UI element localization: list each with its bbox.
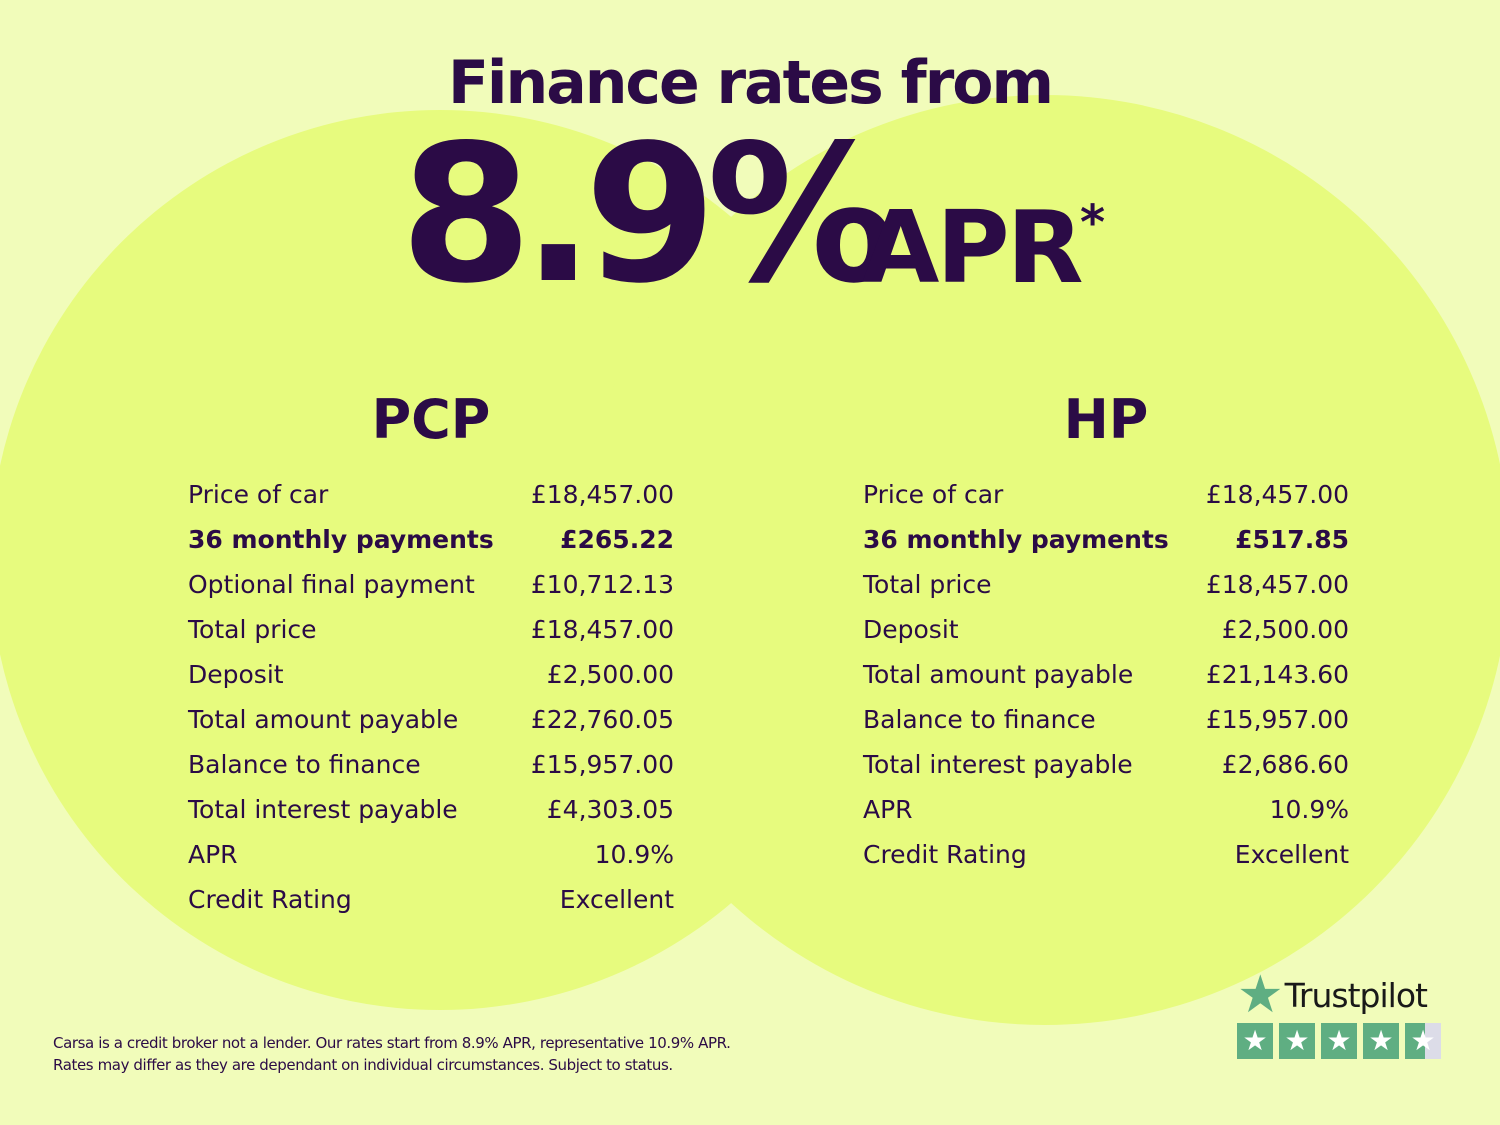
table-row: Total price £18,457.00 xyxy=(863,562,1349,607)
hp-heading: HP xyxy=(1063,388,1149,451)
row-label: Price of car xyxy=(188,480,329,509)
row-label: Credit Rating xyxy=(188,885,352,914)
table-row: Balance to finance £15,957.00 xyxy=(863,697,1349,742)
headline-title: Finance rates from xyxy=(447,48,1054,118)
table-row: Deposit £2,500.00 xyxy=(863,607,1349,652)
background-circle-right xyxy=(580,95,1500,1025)
row-value: £18,457.00 xyxy=(530,615,674,644)
trustpilot-badge: ★ Trustpilot ★ ★ ★ ★ ★ xyxy=(1237,965,1441,1059)
row-value: 10.9% xyxy=(1269,795,1349,824)
row-label: 36 monthly payments xyxy=(188,525,494,554)
row-label: Deposit xyxy=(863,615,959,644)
table-row: APR 10.9% xyxy=(863,787,1349,832)
star-icon: ★ xyxy=(1321,1023,1357,1059)
row-value: £517.85 xyxy=(1235,525,1349,554)
table-row: Credit Rating Excellent xyxy=(188,877,674,922)
star-icon: ★ xyxy=(1237,965,1284,1025)
row-label: Balance to finance xyxy=(863,705,1096,734)
headline-apr: APR xyxy=(862,189,1084,306)
row-value: 10.9% xyxy=(594,840,674,869)
trustpilot-rating: ★ ★ ★ ★ ★ xyxy=(1237,1023,1441,1059)
table-row: Total interest payable £4,303.05 xyxy=(188,787,674,832)
row-value: Excellent xyxy=(559,885,674,914)
table-row: Price of car £18,457.00 xyxy=(863,472,1349,517)
hp-table: HP Price of car £18,457.00 36 monthly paym… xyxy=(863,390,1349,877)
row-label: Total amount payable xyxy=(863,660,1134,689)
table-row: APR 10.9% xyxy=(188,832,674,877)
row-label: Total price xyxy=(863,570,992,599)
row-value: £265.22 xyxy=(560,525,674,554)
table-row: Balance to finance £15,957.00 xyxy=(188,742,674,787)
row-label: APR xyxy=(188,840,238,869)
table-row: Deposit £2,500.00 xyxy=(188,652,674,697)
row-label: Total price xyxy=(188,615,317,644)
star-icon: ★ xyxy=(1279,1023,1315,1059)
star-icon: ★ xyxy=(1237,1023,1273,1059)
row-label: Credit Rating xyxy=(863,840,1027,869)
table-row: Total amount payable £21,143.60 xyxy=(863,652,1349,697)
row-value: £2,500.00 xyxy=(1221,615,1349,644)
table-row: Total amount payable £22,760.05 xyxy=(188,697,674,742)
pcp-heading: PCP xyxy=(371,388,491,451)
table-row: 36 monthly payments £517.85 xyxy=(863,517,1349,562)
table-row: 36 monthly payments £265.22 xyxy=(188,517,674,562)
row-label: 36 monthly payments xyxy=(863,525,1169,554)
row-label: Total interest payable xyxy=(188,795,458,824)
row-value: £18,457.00 xyxy=(530,480,674,509)
row-value: £10,712.13 xyxy=(530,570,674,599)
row-label: Balance to finance xyxy=(188,750,421,779)
trustpilot-logo-text: Trustpilot xyxy=(1284,975,1428,1015)
row-value: £4,303.05 xyxy=(546,795,674,824)
row-label: APR xyxy=(863,795,913,824)
headline-rate: 8.9% xyxy=(400,104,897,325)
headline-asterisk: * xyxy=(1080,195,1106,251)
row-value: £15,957.00 xyxy=(1205,705,1349,734)
star-icon: ★ xyxy=(1363,1023,1399,1059)
disclaimer-line-2: Rates may differ as they are dependant o… xyxy=(53,1056,673,1074)
row-value: Excellent xyxy=(1234,840,1349,869)
row-label: Total interest payable xyxy=(863,750,1133,779)
row-label: Optional final payment xyxy=(188,570,475,599)
row-value: £18,457.00 xyxy=(1205,570,1349,599)
row-value: £18,457.00 xyxy=(1205,480,1349,509)
table-row: Total price £18,457.00 xyxy=(188,607,674,652)
row-value: £22,760.05 xyxy=(530,705,674,734)
row-label: Total amount payable xyxy=(188,705,459,734)
table-row: Total interest payable £2,686.60 xyxy=(863,742,1349,787)
pcp-table: PCP Price of car £18,457.00 36 monthly pay… xyxy=(188,390,674,922)
row-label: Deposit xyxy=(188,660,284,689)
table-row: Credit Rating Excellent xyxy=(863,832,1349,877)
row-value: £2,500.00 xyxy=(546,660,674,689)
row-label: Price of car xyxy=(863,480,1004,509)
star-icon: ★ xyxy=(1405,1023,1441,1059)
table-row: Price of car £18,457.00 xyxy=(188,472,674,517)
row-value: £21,143.60 xyxy=(1205,660,1349,689)
row-value: £2,686.60 xyxy=(1221,750,1349,779)
table-row: Optional final payment £10,712.13 xyxy=(188,562,674,607)
disclaimer: Carsa is a credit broker not a lender. O… xyxy=(53,1032,731,1076)
disclaimer-line-1: Carsa is a credit broker not a lender. O… xyxy=(53,1034,731,1052)
row-value: £15,957.00 xyxy=(530,750,674,779)
